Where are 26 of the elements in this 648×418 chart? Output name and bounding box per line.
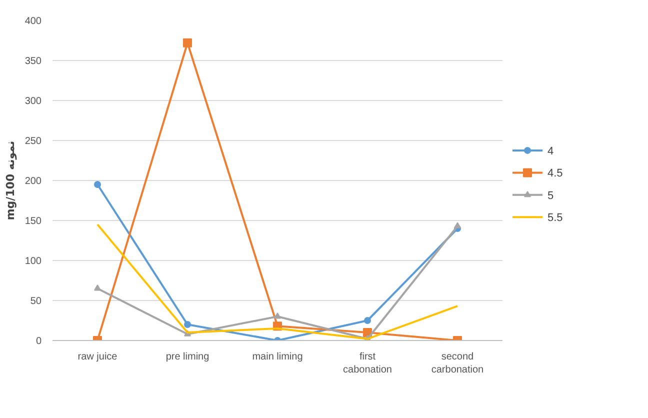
y-tick-label: 150 [24,216,42,227]
y-tick-label: 300 [24,96,42,107]
y-tick-label: 50 [30,296,42,307]
legend-label: 4 [548,145,554,158]
point [94,284,101,291]
x-tick-label: main liming [252,352,303,362]
x-tick-label: pre liming [166,352,210,362]
point [183,38,192,48]
y-tick-label: 200 [24,176,42,187]
y-tick-label: 100 [24,256,42,267]
y-axis-title: mg/100 نمونه [4,140,17,220]
point [364,317,371,324]
y-tick-label: 250 [24,136,42,147]
legend-label: 5.5 [548,212,563,224]
y-tick-label: 350 [24,56,42,67]
legend-label: 5 [548,190,554,202]
point [274,312,281,319]
x-tick-label: raw juice [78,352,118,362]
point [184,321,191,328]
point [94,181,101,188]
y-tick-label: 400 [24,16,42,27]
legend-label: 4.5 [548,168,563,180]
x-tick-label: second carbonation [431,352,484,376]
point [454,222,461,228]
x-tick-label: first cabonation [343,352,392,376]
y-tick-label: 0 [36,336,42,347]
